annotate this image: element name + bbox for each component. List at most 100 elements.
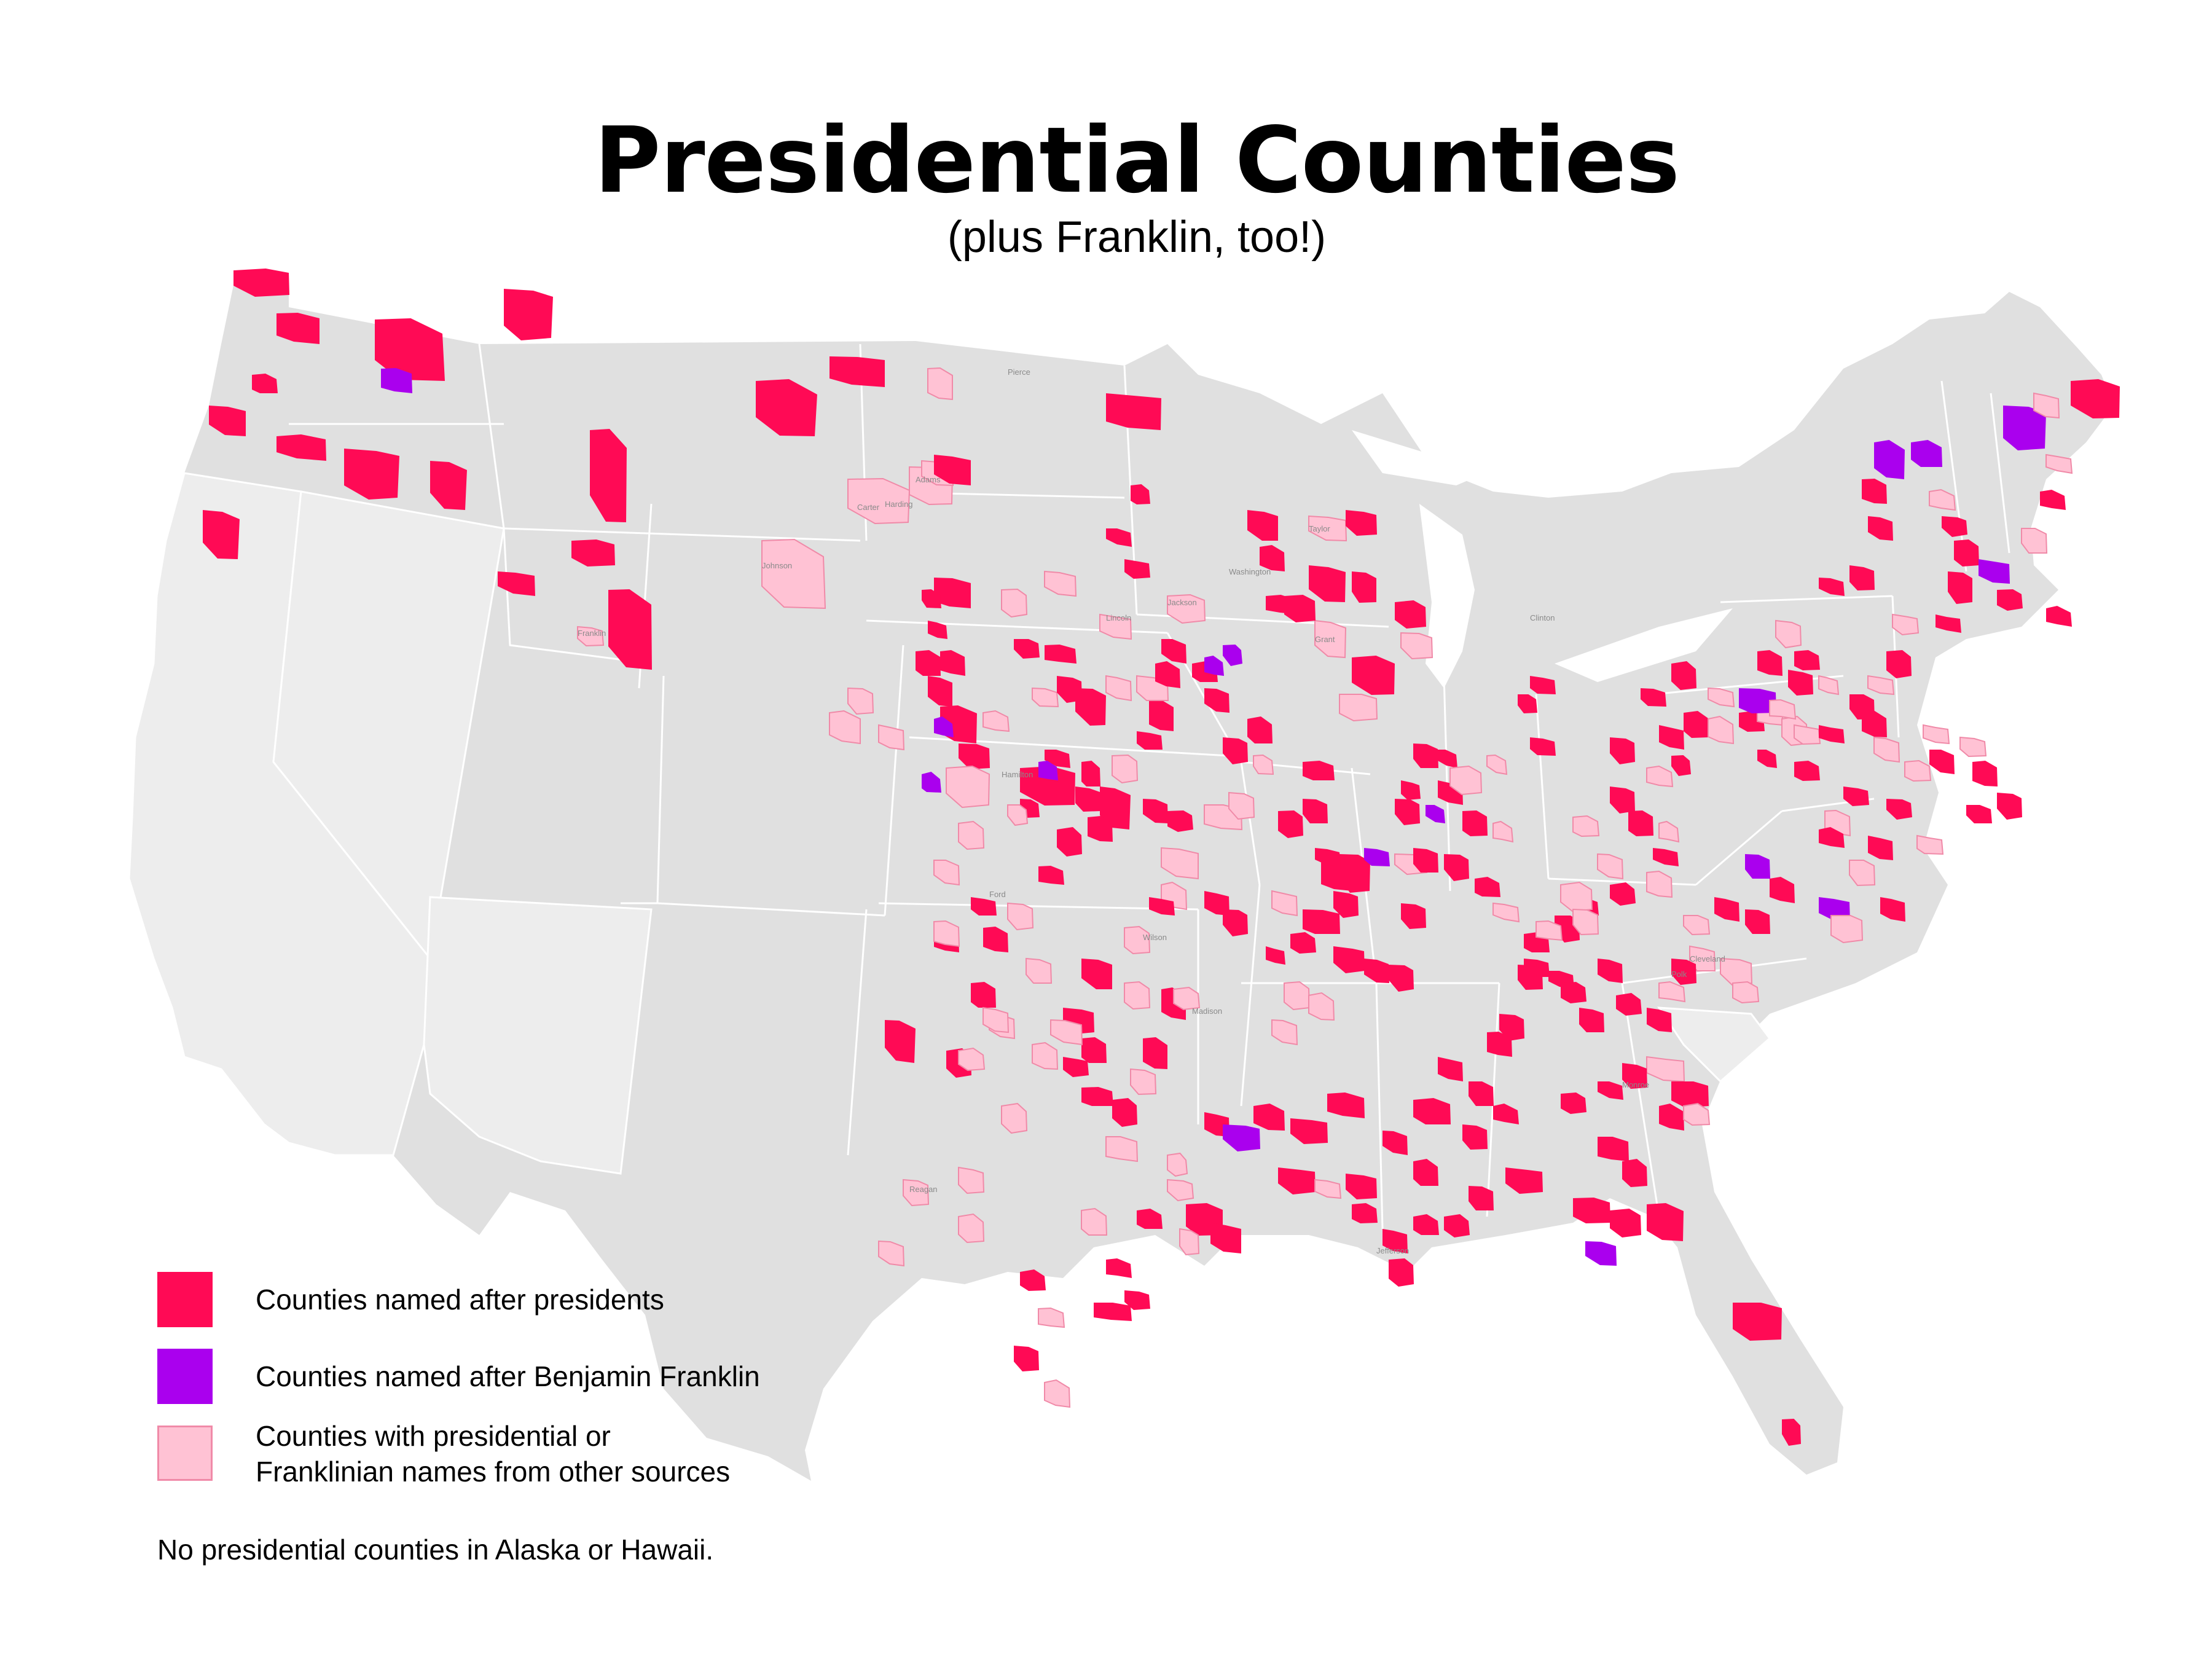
county-label: Adams <box>916 475 941 484</box>
county-president <box>1045 645 1077 664</box>
county-other-source <box>1124 981 1151 1010</box>
county-president <box>1106 1258 1132 1278</box>
county-president <box>1143 1037 1167 1069</box>
county-president <box>1038 866 1064 885</box>
county-other-source <box>958 1047 986 1072</box>
county-president <box>1333 891 1359 918</box>
county-president <box>1100 786 1131 830</box>
county-president <box>1475 877 1500 897</box>
state-border-line <box>478 343 505 529</box>
county-other-source <box>1959 736 1987 758</box>
county-president <box>1487 1032 1512 1057</box>
legend-swatch-franklin <box>157 1349 213 1404</box>
county-president <box>1641 688 1666 707</box>
county-other-source <box>1646 765 1674 788</box>
county-franklin <box>934 716 954 737</box>
county-president <box>1819 725 1845 743</box>
county-other-source <box>829 710 861 745</box>
county-other-source <box>1794 724 1821 745</box>
county-president <box>1714 897 1739 922</box>
county-president <box>1352 1203 1378 1223</box>
county-president <box>1382 1131 1408 1155</box>
county-other-source <box>1646 870 1673 898</box>
county-franklin <box>922 772 941 793</box>
county-other-source <box>1683 1102 1711 1126</box>
county-president <box>1210 1223 1241 1253</box>
county-label: Johnson <box>762 561 792 570</box>
county-president <box>1469 1081 1494 1106</box>
county-labels: Pierce Carter Harding Adams Johnson Franklin L… <box>578 367 1725 1255</box>
county-president <box>1659 1104 1684 1131</box>
county-president <box>1149 897 1175 916</box>
county-president <box>344 449 399 500</box>
county-president <box>1733 1303 1782 1341</box>
county-franklin <box>1426 805 1445 823</box>
county-other-source <box>577 626 605 647</box>
county-president <box>983 927 1008 952</box>
county-other-source <box>903 1179 930 1207</box>
county-president <box>1573 1198 1610 1223</box>
county-president <box>1309 565 1346 602</box>
county-other-source <box>1253 754 1274 775</box>
county-other-source <box>1597 853 1624 880</box>
county-president <box>1794 650 1820 670</box>
county-president <box>1014 639 1040 659</box>
county-president <box>1886 799 1912 820</box>
county-other-source <box>933 920 960 947</box>
county-other-source <box>1001 1102 1028 1134</box>
county-president <box>608 589 652 670</box>
county-president <box>1081 1037 1107 1063</box>
county-president <box>1346 1174 1377 1199</box>
legend-label-president: Counties named after presidents <box>256 1284 664 1316</box>
county-other-source <box>878 1240 905 1267</box>
map-subtitle: (plus Franklin, too!) <box>947 213 1327 262</box>
county-label: Carter <box>857 503 880 512</box>
county-other-source <box>1818 675 1840 696</box>
county-president <box>1505 1167 1543 1194</box>
county-other-source <box>1271 890 1298 917</box>
county-other-source <box>946 765 990 809</box>
county-other-source <box>1130 1068 1157 1096</box>
county-label: Monroe <box>1622 1080 1649 1089</box>
county-president <box>1278 810 1303 838</box>
county-president <box>1745 909 1770 934</box>
county-president <box>1137 731 1163 750</box>
county-other-source <box>958 1166 985 1194</box>
county-president <box>1260 545 1285 571</box>
county-other-source <box>1572 908 1599 936</box>
county-president <box>1647 1008 1672 1032</box>
county-president <box>1616 993 1642 1016</box>
county-other-source <box>933 860 960 886</box>
arizona-shape <box>423 896 653 1175</box>
county-franklin <box>1979 559 2010 584</box>
county-other-source <box>1179 1228 1200 1256</box>
county-president <box>1997 589 2023 611</box>
state-border-line <box>1240 884 1261 1107</box>
county-president <box>1247 716 1273 743</box>
county-other-source <box>1683 915 1711 936</box>
county-president <box>1413 848 1438 873</box>
county-president <box>1266 946 1285 965</box>
county-franklin <box>1364 848 1390 866</box>
county-other-source <box>982 1006 1010 1033</box>
county-president <box>1057 827 1082 857</box>
county-other-source <box>1904 759 1932 782</box>
county-president <box>1223 909 1248 936</box>
county-other-source <box>1271 1019 1298 1046</box>
county-president <box>1395 600 1426 629</box>
county-president <box>1788 670 1813 696</box>
county-president <box>1868 836 1893 860</box>
county-president <box>1579 1008 1604 1032</box>
county-president <box>1561 982 1586 1003</box>
county-other-source <box>1167 1179 1194 1202</box>
state-border-line <box>1720 595 1893 603</box>
county-president <box>1610 737 1635 764</box>
county-president <box>1770 877 1795 903</box>
county-president <box>1966 805 1992 823</box>
county-president <box>1561 1092 1586 1114</box>
county-president <box>1862 479 1887 504</box>
county-other-source <box>1026 957 1053 984</box>
county-other-source <box>1167 1152 1188 1177</box>
county-other-source <box>2045 453 2073 474</box>
county-other-source <box>1308 515 1347 542</box>
